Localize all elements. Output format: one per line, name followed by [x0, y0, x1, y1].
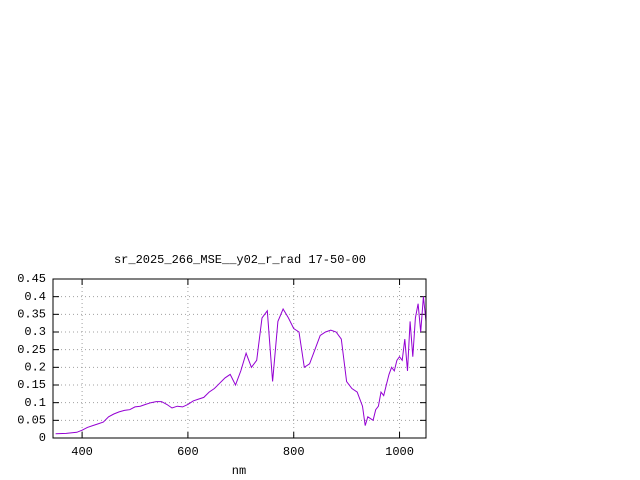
y-tick-label: 0.1: [24, 396, 46, 410]
y-tick-label: 0: [39, 431, 46, 445]
x-axis-label: nm: [232, 464, 246, 478]
y-tick-label: 0.3: [24, 325, 46, 339]
x-tick-label: 600: [177, 445, 199, 459]
x-tick-label: 400: [71, 445, 93, 459]
x-tick-label: 800: [283, 445, 305, 459]
data-line: [55, 296, 427, 435]
y-tick-label: 0.35: [17, 308, 46, 322]
y-tick-label: 0.2: [24, 361, 46, 375]
y-tick-label: 0.15: [17, 378, 46, 392]
plot-border: [52, 278, 427, 439]
chart-title: sr_2025_266_MSE__y02_r_rad 17-50-00: [114, 253, 366, 267]
x-tick-label: 1000: [385, 445, 414, 459]
y-tick-label: 0.05: [17, 414, 46, 428]
y-tick-label: 0.45: [17, 272, 46, 286]
y-tick-label: 0.25: [17, 343, 46, 357]
y-tick-label: 0.4: [24, 290, 46, 304]
